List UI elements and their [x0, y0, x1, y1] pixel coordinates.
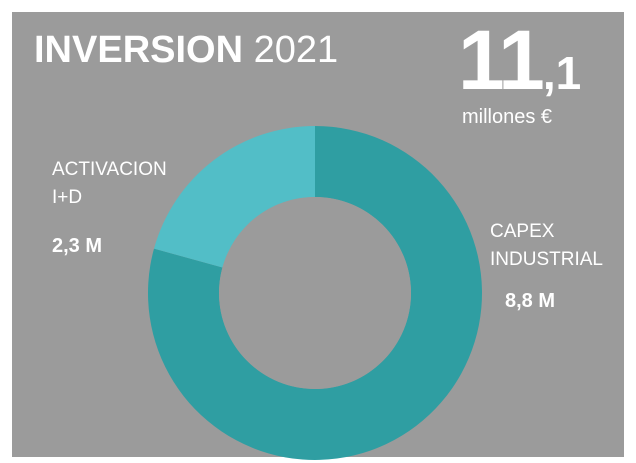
- label-capex-line1: CAPEX: [490, 218, 603, 246]
- donut-hole: [219, 197, 411, 389]
- label-capex: CAPEX INDUSTRIAL: [490, 218, 603, 274]
- value-capex: 8,8 M: [505, 290, 555, 313]
- label-capex-line2: INDUSTRIAL: [490, 246, 603, 274]
- label-activacion: ACTIVACION I+D: [52, 156, 167, 212]
- label-activacion-line2: I+D: [52, 184, 167, 212]
- value-activacion: 2,3 M: [52, 235, 102, 258]
- label-activacion-line1: ACTIVACION: [52, 156, 167, 184]
